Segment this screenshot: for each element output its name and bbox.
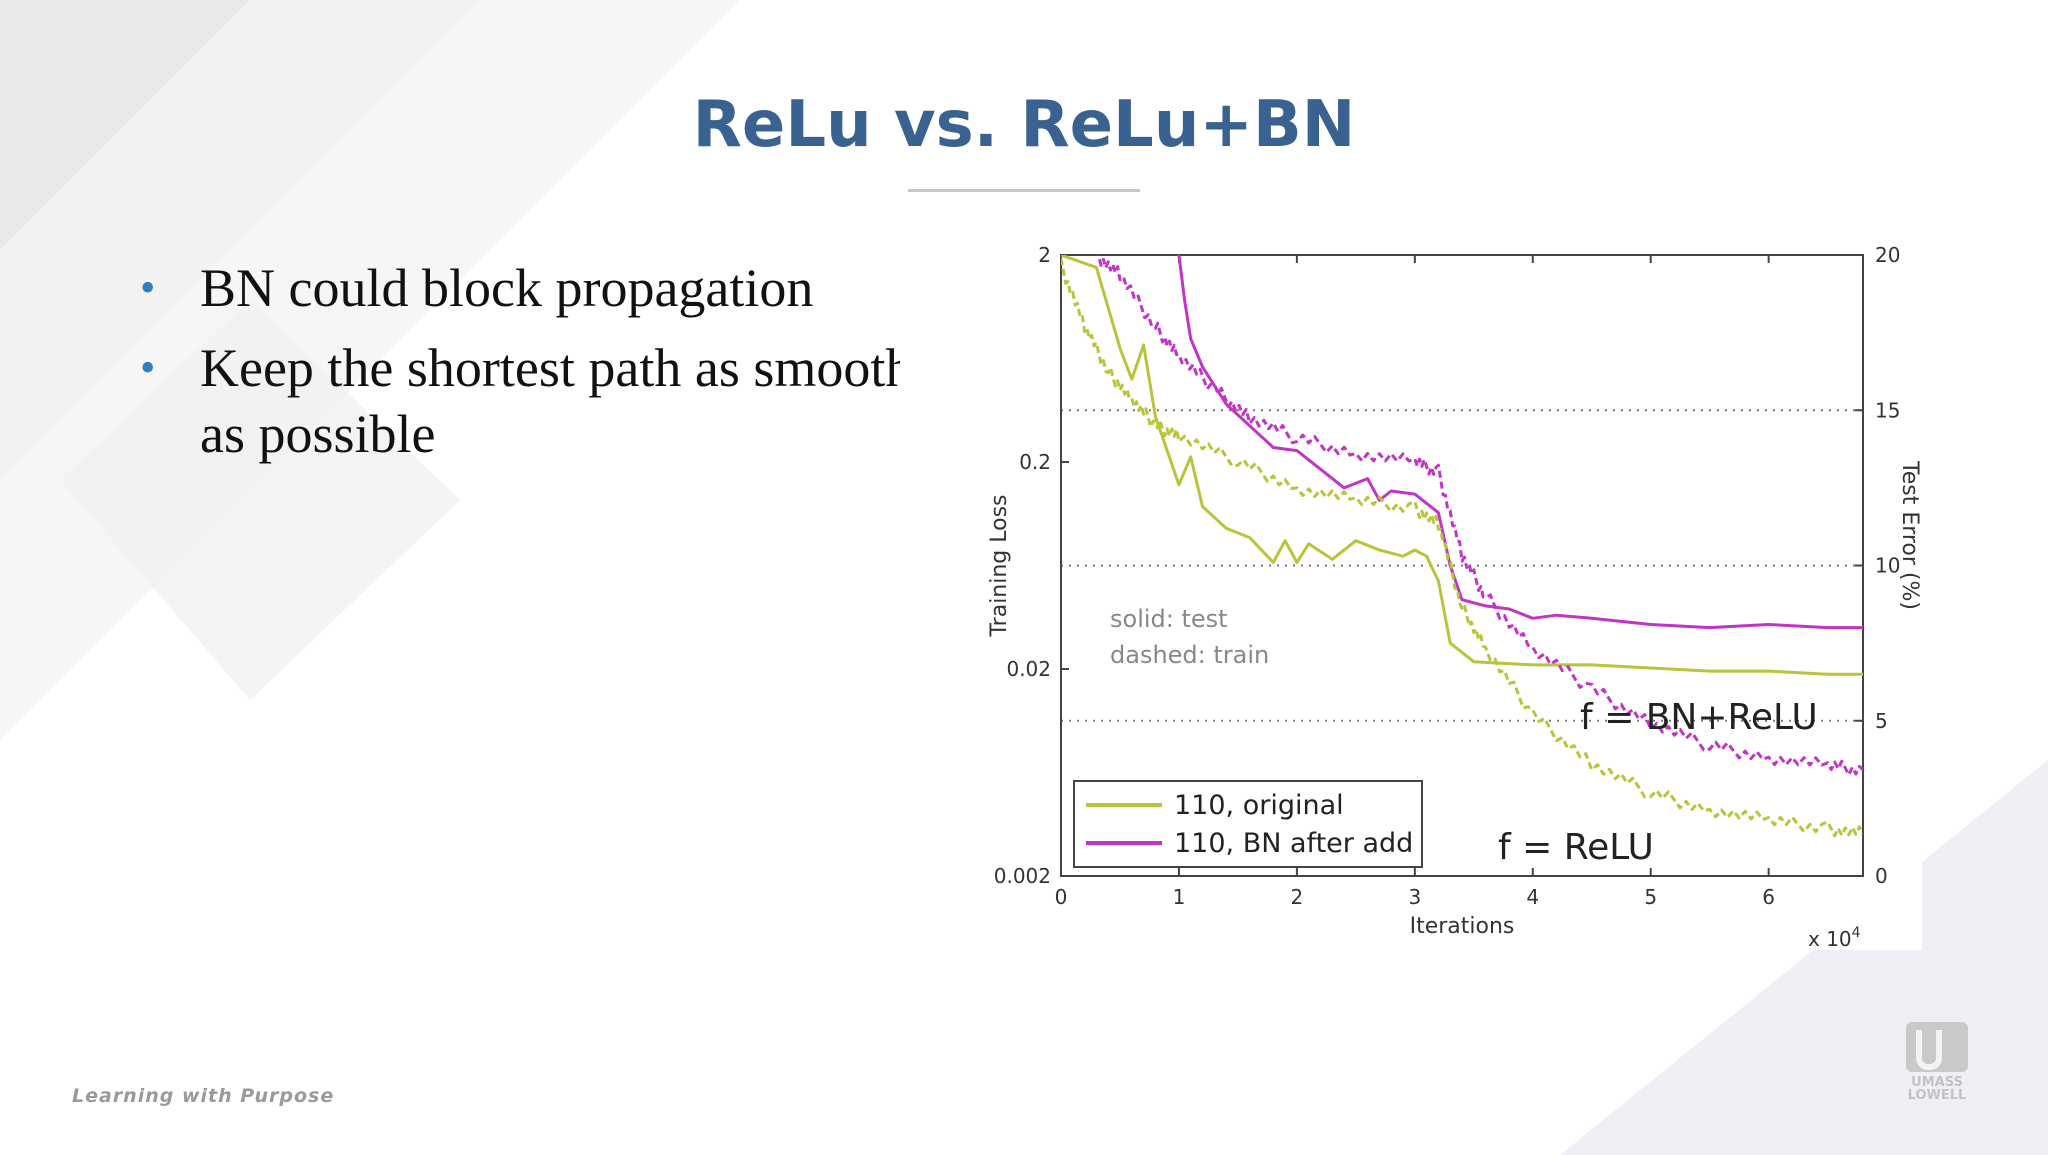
y-left-tick-label: 0.02 bbox=[1006, 657, 1051, 681]
test-error-line bbox=[1177, 255, 1863, 630]
x-tick-label: 1 bbox=[1173, 885, 1186, 909]
slide-title: ReLu vs. ReLu+BN bbox=[692, 88, 1356, 162]
train-loss-line bbox=[1096, 255, 1863, 777]
bullet-text: BN could block propagation bbox=[200, 258, 814, 318]
legend-label: 110, BN after add bbox=[1174, 828, 1413, 859]
y-right-tick-label: 10 bbox=[1875, 554, 1900, 578]
bullet-text: Keep the shortest path as smooth as poss… bbox=[200, 338, 913, 464]
umass-lowell-logo: UMASS LOWELL bbox=[1902, 1022, 1972, 1106]
logo-line-2: LOWELL bbox=[1907, 1088, 1967, 1103]
y-right-tick-label: 20 bbox=[1875, 243, 1900, 267]
bullet-dot-icon: • bbox=[140, 343, 156, 392]
x-tick-label: 2 bbox=[1291, 885, 1304, 909]
x-multiplier-label: x 104 bbox=[1808, 925, 1861, 950]
logo-mark-icon bbox=[1906, 1022, 1968, 1072]
x-multiplier-exponent: 4 bbox=[1852, 925, 1861, 941]
legend-box bbox=[1073, 780, 1423, 868]
bullet-list: • BN could block propagation • Keep the … bbox=[140, 255, 970, 481]
test-error-line bbox=[1061, 255, 1863, 676]
x-tick-label: 5 bbox=[1644, 885, 1657, 909]
y-left-axis-label: Training Loss bbox=[987, 494, 1012, 637]
x-tick-label: 6 bbox=[1762, 885, 1775, 909]
y-left-tick-label: 0.2 bbox=[1019, 450, 1051, 474]
x-axis-label: Iterations bbox=[1410, 914, 1515, 939]
x-tick-label: 4 bbox=[1526, 885, 1539, 909]
y-right-tick-label: 15 bbox=[1875, 398, 1900, 422]
note-dashed: dashed: train bbox=[1110, 641, 1269, 669]
footer-tagline: Learning with Purpose bbox=[72, 1085, 335, 1107]
y-right-axis-label: Test Error (%) bbox=[1897, 460, 1922, 610]
annotation-relu: f = ReLU bbox=[1498, 827, 1654, 868]
y-left-tick-label: 0.002 bbox=[994, 864, 1051, 888]
y-right-tick-label: 0 bbox=[1875, 864, 1888, 888]
note-solid: solid: test bbox=[1110, 605, 1228, 633]
annotation-bn-relu: f = BN+ReLU bbox=[1580, 697, 1818, 738]
title-underline bbox=[908, 189, 1140, 192]
bullet-item: • BN could block propagation bbox=[140, 255, 970, 321]
training-chart: 0 1 2 3 4 5 60.0020.020.2205101520IterationsTr… bbox=[987, 243, 1922, 950]
bullet-dot-icon: • bbox=[140, 263, 156, 312]
y-left-tick-label: 2 bbox=[1038, 243, 1051, 267]
chart-panel: 0 1 2 3 4 5 6 0.002 0.02 0.2 2 0 5 10 15 20 Iterations Tr… bbox=[900, 195, 1922, 950]
bullet-item: • Keep the shortest path as smooth as po… bbox=[140, 335, 970, 467]
logo-wordmark: UMASS LOWELL bbox=[1902, 1076, 1972, 1102]
x-tick-label: 0 bbox=[1055, 885, 1068, 909]
x-tick-label: 3 bbox=[1408, 885, 1421, 909]
train-loss-line bbox=[1061, 257, 1863, 838]
y-right-tick-label: 5 bbox=[1875, 709, 1888, 733]
logo-line-1: UMASS bbox=[1911, 1075, 1963, 1090]
legend-label: 110, original bbox=[1174, 790, 1344, 821]
